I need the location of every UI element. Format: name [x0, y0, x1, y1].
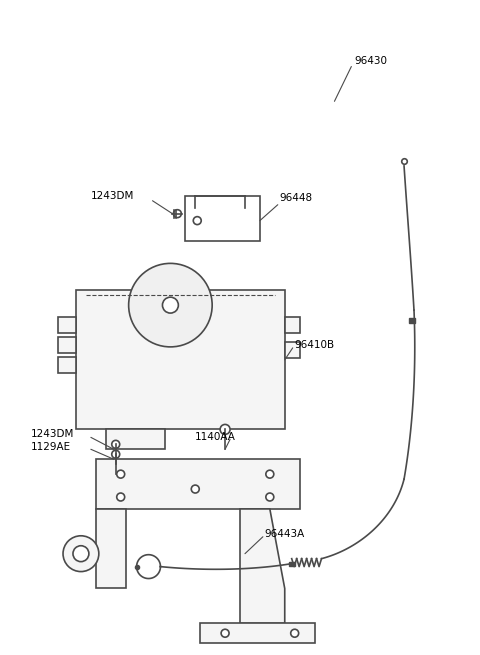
Circle shape: [117, 493, 125, 501]
Text: 1140AA: 1140AA: [195, 432, 236, 442]
Text: 96410B: 96410B: [295, 340, 335, 350]
Bar: [409, 318, 415, 323]
Bar: [285, 317, 300, 333]
Bar: [58, 337, 76, 353]
Polygon shape: [240, 509, 285, 624]
Text: 1243DM: 1243DM: [91, 191, 134, 201]
Circle shape: [117, 470, 125, 478]
Polygon shape: [96, 459, 300, 509]
Bar: [285, 342, 300, 358]
Circle shape: [73, 546, 89, 561]
Circle shape: [129, 263, 212, 347]
Circle shape: [112, 440, 120, 448]
Circle shape: [112, 450, 120, 458]
Circle shape: [192, 485, 199, 493]
Text: 1129AE: 1129AE: [31, 442, 72, 453]
Text: 96430: 96430: [354, 56, 387, 66]
Text: 1243DM: 1243DM: [31, 430, 74, 440]
Circle shape: [291, 629, 299, 637]
Polygon shape: [200, 624, 314, 643]
Circle shape: [220, 424, 230, 434]
Bar: [288, 561, 295, 566]
Circle shape: [221, 629, 229, 637]
Bar: [58, 317, 76, 333]
Circle shape: [162, 297, 179, 313]
Circle shape: [266, 470, 274, 478]
Circle shape: [173, 210, 181, 217]
Bar: [106, 430, 166, 449]
Circle shape: [266, 493, 274, 501]
Polygon shape: [76, 290, 285, 430]
Bar: [58, 357, 76, 373]
Circle shape: [63, 536, 99, 572]
Text: 96448: 96448: [280, 193, 313, 203]
Polygon shape: [96, 509, 126, 588]
Text: 96443A: 96443A: [265, 529, 305, 539]
